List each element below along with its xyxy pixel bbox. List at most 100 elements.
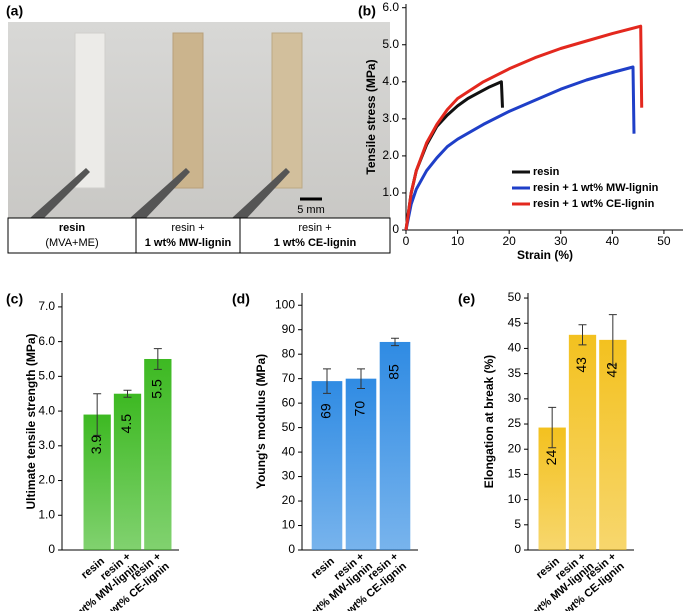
y-tick-label: 45 [508, 315, 522, 329]
sample-note: (MVA+ME) [45, 237, 98, 249]
x-tick-label: 50 [657, 234, 671, 248]
tweezers [130, 168, 190, 218]
y-tick-label: 2.0 [38, 473, 55, 487]
bar [144, 358, 172, 550]
tweezers [232, 168, 290, 218]
y-tick-label: 20 [508, 441, 522, 455]
y-tick-label: 20 [282, 493, 296, 507]
y-tick-label: 0 [48, 542, 55, 556]
sample-strip [74, 32, 106, 189]
value-label: 4.5 [118, 414, 134, 434]
y-tick-label: 0 [514, 542, 521, 556]
y-tick-label: 5.0 [382, 37, 399, 51]
y-tick-label: 50 [508, 290, 522, 304]
y-axis-title: Ultimate tensile strength (MPa) [24, 333, 38, 509]
value-label: 24 [543, 450, 559, 466]
y-tick-label: 4.0 [382, 74, 399, 88]
error-bar [323, 368, 331, 394]
error-bar [578, 324, 587, 346]
y-tick-label: 80 [282, 346, 296, 360]
sample-note: 1 wt% CE-lignin [274, 237, 357, 249]
y-tick-label: 30 [282, 469, 296, 483]
x-tick-label: 30 [554, 234, 568, 248]
legend-label: resin [533, 166, 560, 178]
panel-label: (e) [458, 291, 475, 307]
x-tick-label: 40 [606, 234, 620, 248]
y-tick-label: 2.0 [382, 148, 399, 162]
y-tick-label: 6.0 [38, 334, 55, 348]
y-tick-label: 0 [392, 222, 399, 236]
y-tick-label: 0 [288, 542, 295, 556]
y-tick-label: 1.0 [38, 507, 55, 521]
x-tick-label: 20 [502, 234, 516, 248]
panel-label: (a) [6, 3, 23, 19]
y-axis-title: Young's modulus (MPa) [254, 354, 268, 489]
sample-note: 1 wt% MW-lignin [145, 237, 232, 249]
x-tick-label: 0 [403, 234, 410, 248]
sample-name: resin + [298, 222, 331, 234]
y-tick-label: 35 [508, 366, 522, 380]
y-tick-label: 90 [282, 322, 296, 336]
error-bar [608, 314, 617, 366]
y-axis-title: Elongation at break (%) [482, 355, 496, 488]
x-axis-title: Strain (%) [517, 248, 573, 262]
x-tick-label: 10 [451, 234, 465, 248]
bar [568, 334, 597, 550]
line-series [404, 65, 636, 231]
legend-label: resin + 1 wt% CE-lignin [533, 198, 655, 210]
sample-strip [271, 32, 303, 189]
scale-label: 5 mm [297, 204, 325, 216]
error-bar [391, 337, 399, 347]
panel-label: (b) [358, 3, 376, 19]
error-bar [357, 368, 365, 389]
y-tick-label: 5.0 [38, 369, 55, 383]
y-tick-label: 10 [282, 518, 296, 532]
y-tick-label: 4.0 [38, 403, 55, 417]
y-tick-label: 5 [514, 517, 521, 531]
y-tick-label: 70 [282, 371, 296, 385]
panel-label: (d) [232, 291, 250, 307]
bar [311, 381, 343, 550]
value-label: 3.9 [88, 435, 104, 455]
error-bar [123, 389, 132, 398]
sample-strip [172, 32, 204, 189]
photo-panel: (a) 5 mm resin (MVA+ME) resin + 1 wt% MW… [6, 3, 391, 254]
label-table [7, 217, 391, 254]
y-tick-label: 3.0 [38, 438, 55, 452]
y-axis-title: Tensile stress (MPa) [364, 59, 378, 174]
y-tick-label: 40 [282, 444, 296, 458]
value-label: 5.5 [149, 379, 165, 399]
y-tick-label: 60 [282, 395, 296, 409]
y-tick-label: 10 [508, 492, 522, 506]
bar [599, 339, 627, 550]
y-tick-label: 100 [275, 297, 295, 311]
value-label: 43 [573, 357, 589, 373]
value-label: 42 [604, 362, 620, 378]
bar [379, 341, 411, 550]
value-label: 70 [352, 401, 368, 417]
legend-label: resin + 1 wt% MW-lignin [533, 182, 659, 194]
y-tick-label: 25 [508, 416, 522, 430]
y-tick-label: 7.0 [38, 299, 55, 313]
bar [83, 414, 111, 550]
line-series [404, 24, 644, 231]
sample-name: resin [59, 222, 86, 234]
y-tick-label: 50 [282, 420, 296, 434]
value-label: 69 [318, 403, 334, 419]
tweezers [30, 168, 90, 218]
bar [345, 378, 377, 550]
y-tick-label: 3.0 [382, 111, 399, 125]
error-bar [153, 348, 162, 370]
y-tick-label: 40 [508, 341, 522, 355]
error-bar [93, 393, 102, 436]
sample-name: resin + [171, 222, 204, 234]
panel-label: (c) [6, 291, 23, 307]
x-tick-label: resin [309, 555, 337, 581]
y-tick-label: 6.0 [382, 0, 399, 14]
bar [113, 393, 142, 550]
y-tick-label: 15 [508, 467, 522, 481]
error-bar [548, 406, 557, 449]
y-tick-label: 1.0 [382, 185, 399, 199]
